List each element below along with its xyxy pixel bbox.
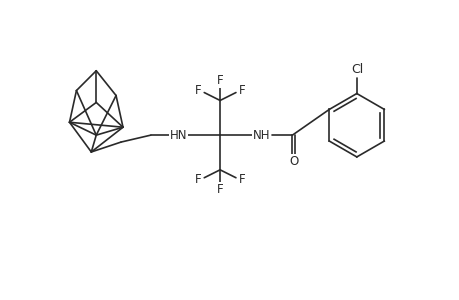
Text: F: F xyxy=(238,173,245,186)
Text: NH: NH xyxy=(252,129,270,142)
Text: F: F xyxy=(238,84,245,97)
Text: Cl: Cl xyxy=(351,63,363,76)
Text: F: F xyxy=(216,183,223,196)
Text: F: F xyxy=(195,173,201,186)
Text: HN: HN xyxy=(169,129,187,142)
Text: F: F xyxy=(195,84,201,97)
Text: O: O xyxy=(289,155,298,168)
Text: F: F xyxy=(216,74,223,87)
